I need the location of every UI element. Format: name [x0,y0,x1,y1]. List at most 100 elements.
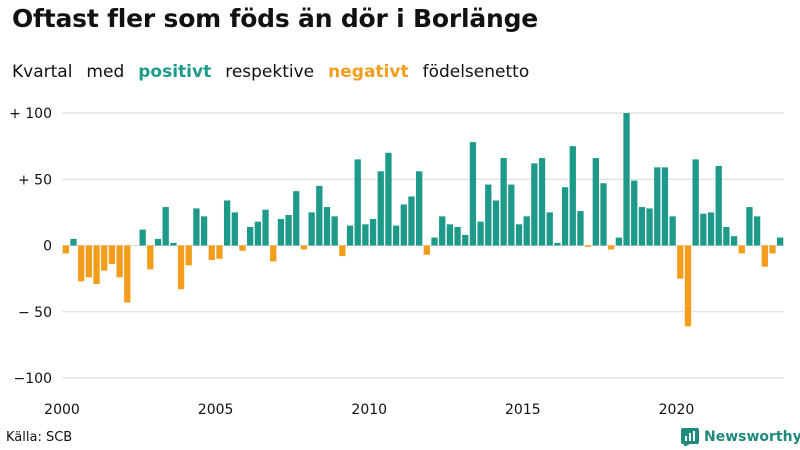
y-tick-label: −100 [14,371,52,387]
y-axis: + 100 + 50 0 − 50 −100 [9,106,52,387]
bar [584,245,592,247]
bar [700,213,707,246]
bar [85,245,93,278]
bar [423,245,430,255]
bar [730,236,738,246]
x-tick-label: 2020 [659,402,695,418]
bar [331,216,338,246]
chart-subtitle: Kvartal med positivt respektive negativt föde… [12,62,543,82]
bar [162,207,169,246]
bar [692,159,699,246]
brand-logo[interactable]: Newsworthy [681,428,800,446]
bar [615,237,623,246]
bar [377,171,384,246]
bar [462,234,469,246]
bar [546,212,553,246]
bar [761,245,768,267]
subtitle-word: med [86,62,125,82]
bar [200,216,208,246]
bar [231,212,238,246]
bar [569,146,576,246]
subtitle-positive-label: positivt [138,62,212,82]
chart-icon [681,428,699,446]
subtitle-word: respektive [225,62,315,82]
bar [416,171,423,246]
x-tick-label: 2000 [44,402,80,418]
bar [154,238,162,246]
bar [646,208,653,246]
bar [738,245,745,254]
bar [277,219,285,246]
bar [101,245,108,271]
bar [78,245,85,282]
bar [523,216,530,246]
bar [661,167,669,246]
bar [538,158,546,246]
bar [439,216,446,246]
bar [147,245,154,270]
bar [638,207,646,246]
y-tick-label: + 100 [9,106,52,122]
bar [592,158,599,246]
bar [108,245,116,265]
bar [254,221,262,246]
bar [124,245,131,303]
bar [139,229,146,246]
bar [270,245,277,262]
bar [208,245,215,261]
bar [723,226,730,246]
bar [116,245,123,278]
x-tick-label: 2010 [351,402,387,418]
bar [239,245,246,251]
bar [446,224,454,246]
bar [185,245,192,266]
bar [285,215,292,246]
chart-title: Oftast fler som föds än dör i Borlänge [12,4,539,33]
bar [631,180,638,246]
bar [715,166,722,246]
bar [677,245,684,279]
bar [392,225,400,246]
bar [385,152,392,246]
bar [469,142,477,246]
bar [746,207,753,246]
bar [323,207,331,246]
bar [354,159,361,246]
bar [531,163,538,246]
bar [477,221,484,246]
bar [777,237,784,246]
subtitle-negative-label: negativt [328,62,409,82]
bar [600,183,607,246]
source-note: Källa: SCB [6,430,73,445]
bar [62,245,69,254]
bar [623,113,630,246]
bar [316,185,323,246]
x-tick-label: 2015 [505,402,541,418]
subtitle-word: födelsenetto [422,62,530,82]
bar [554,242,561,246]
bar [561,187,569,246]
bar [608,245,615,250]
bar [408,196,415,246]
bar [247,226,254,246]
bar [216,245,223,259]
bar [707,212,715,246]
bar [346,225,354,246]
bar [362,224,369,246]
y-tick-label: 0 [43,239,52,255]
bar [577,211,584,246]
bars [62,113,784,327]
bar [769,245,776,254]
bar [308,212,315,246]
brand-name: Newsworthy [704,429,800,445]
bar [70,238,77,246]
bar [262,209,269,246]
subtitle-word: Kvartal [12,62,73,82]
bar [654,167,661,246]
x-axis: 2000 2005 2010 2015 2020 [44,402,694,418]
bar [431,237,438,246]
bar [515,224,523,246]
bar [177,245,185,290]
bar [170,242,177,246]
